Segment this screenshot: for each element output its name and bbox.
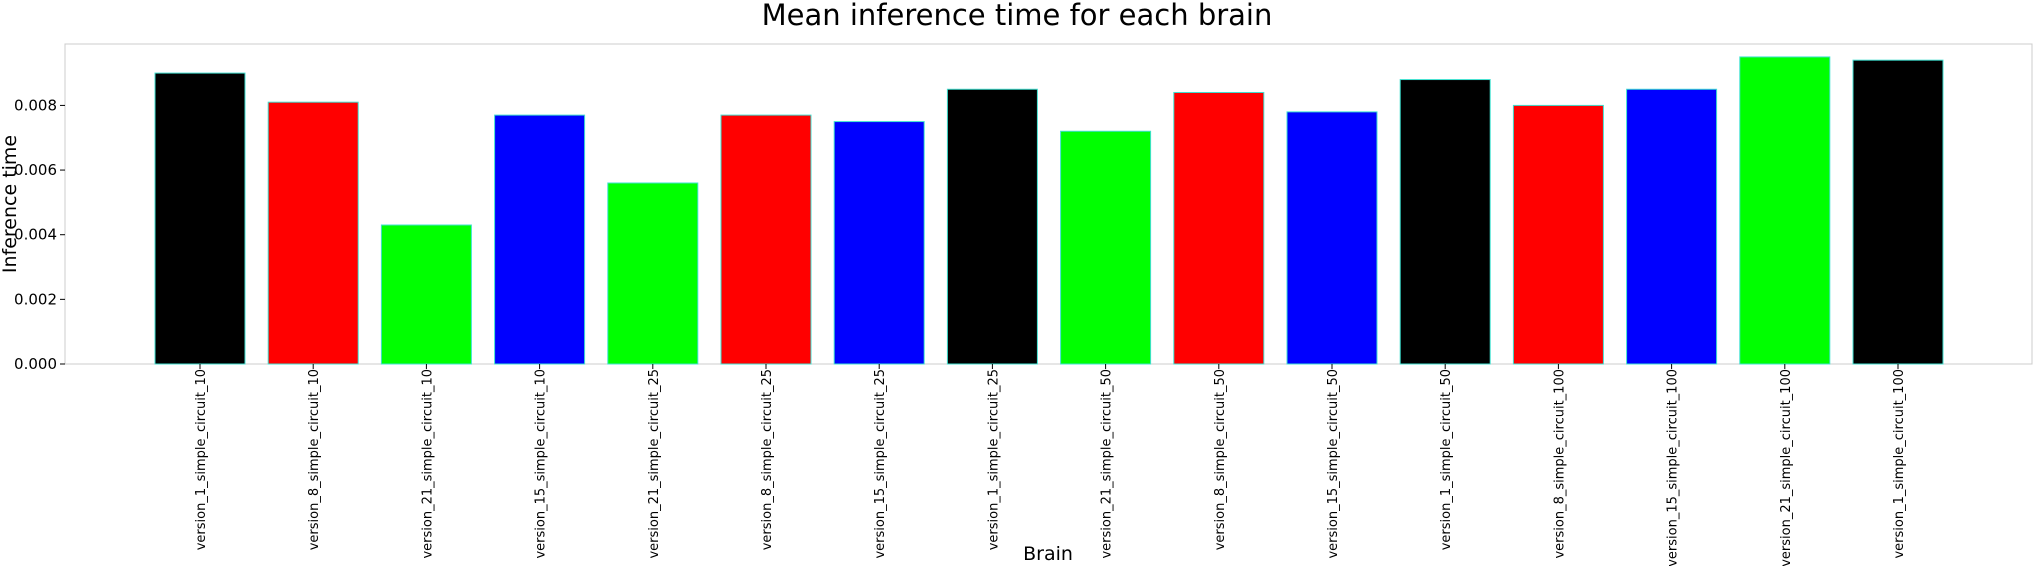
- bar-version_21_simple_circuit_50: [1060, 130, 1152, 365]
- bar-version_1_simple_circuit_100: [1852, 59, 1944, 365]
- x-axis-label: Brain: [1023, 543, 1073, 565]
- x-axis-ticks: version_1_simple_circuit_10 version_8_sim…: [194, 364, 1907, 566]
- bar-version_8_simple_circuit_10: [267, 101, 359, 365]
- x-tick-label: version_1_simple_circuit_50: [1439, 369, 1454, 550]
- bar-version_8_simple_circuit_50: [1173, 91, 1265, 365]
- y-tick-label: 0.002: [14, 290, 57, 308]
- x-tick-label: version_8_simple_circuit_50: [1213, 369, 1228, 550]
- bar-version_21_simple_circuit_10: [380, 224, 472, 365]
- x-tick-label: version_1_simple_circuit_10: [194, 369, 209, 550]
- x-tick-label: version_8_simple_circuit_100: [1552, 369, 1567, 559]
- bar-version_15_simple_circuit_25: [833, 121, 925, 365]
- x-tick-label: version_21_simple_circuit_100: [1779, 369, 1794, 566]
- x-tick-label: version_15_simple_circuit_100: [1666, 369, 1681, 566]
- x-tick-label: version_21_simple_circuit_10: [420, 369, 435, 559]
- x-tick-label: version_15_simple_circuit_25: [873, 369, 888, 559]
- x-tick-label: version_21_simple_circuit_50: [1100, 369, 1115, 559]
- x-tick-label: version_1_simple_circuit_100: [1892, 369, 1907, 559]
- x-tick-label: version_8_simple_circuit_10: [307, 369, 322, 550]
- x-tick-label: version_1_simple_circuit_25: [986, 369, 1001, 550]
- x-tick-label: version_15_simple_circuit_50: [1326, 369, 1341, 559]
- bar-version_15_simple_circuit_100: [1626, 88, 1718, 365]
- x-tick-label: version_15_simple_circuit_10: [534, 369, 549, 559]
- bars-group: [154, 56, 1944, 365]
- y-tick-label: 0.000: [14, 355, 57, 373]
- y-axis-label: Inference time: [0, 135, 21, 273]
- bar-version_1_simple_circuit_50: [1399, 79, 1491, 365]
- chart-title: Mean inference time for each brain: [762, 0, 1273, 32]
- bar-version_1_simple_circuit_10: [154, 72, 246, 365]
- bar-version_15_simple_circuit_50: [1286, 111, 1378, 365]
- bar-version_8_simple_circuit_25: [720, 114, 812, 365]
- bar-version_8_simple_circuit_100: [1512, 104, 1604, 365]
- y-tick-label: 0.008: [14, 96, 57, 114]
- plot-area: [64, 43, 2033, 365]
- x-tick-label: version_8_simple_circuit_25: [760, 369, 775, 550]
- bar-version_21_simple_circuit_25: [607, 182, 699, 365]
- bar-version_15_simple_circuit_10: [494, 114, 586, 365]
- y-axis-ticks: 0.000 0.002 0.004 0.006 0.008: [14, 96, 65, 373]
- y-tick-label: 0.004: [14, 226, 57, 244]
- bar-version_21_simple_circuit_100: [1739, 56, 1831, 365]
- x-tick-label: version_21_simple_circuit_25: [647, 369, 662, 559]
- bar-version_1_simple_circuit_25: [946, 88, 1038, 365]
- y-tick-label: 0.006: [14, 161, 57, 179]
